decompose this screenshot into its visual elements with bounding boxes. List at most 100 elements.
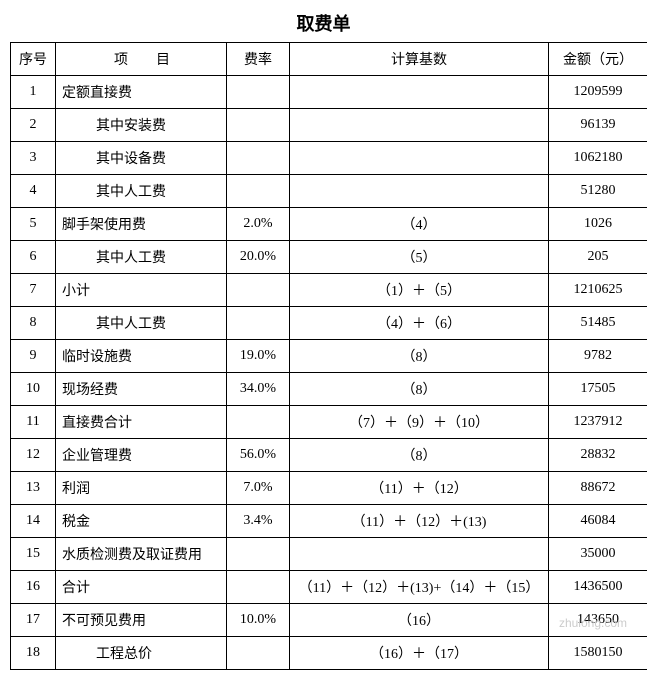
table-row: 4其中人工费51280 — [11, 175, 647, 208]
header-rate: 费率 — [227, 43, 290, 76]
cell-seq: 16 — [11, 571, 56, 604]
cell-item: 其中设备费 — [56, 142, 227, 175]
cell-basis: （5） — [290, 241, 549, 274]
cell-item: 其中安装费 — [56, 109, 227, 142]
cell-seq: 7 — [11, 274, 56, 307]
cell-rate: 2.0% — [227, 208, 290, 241]
cell-amount: 9782 — [549, 340, 647, 373]
table-row: 12企业管理费56.0%（8）28832 — [11, 439, 647, 472]
cell-item: 直接费合计 — [56, 406, 227, 439]
table-row: 18工程总价（16）＋（17）1580150 — [11, 637, 647, 670]
cell-basis: （11）＋（12）＋(13) — [290, 505, 549, 538]
table-row: 16合计（11）＋（12）＋(13)+（14）＋（15）1436500 — [11, 571, 647, 604]
cell-seq: 1 — [11, 76, 56, 109]
cell-rate — [227, 175, 290, 208]
cell-item: 其中人工费 — [56, 175, 227, 208]
cell-item: 小计 — [56, 274, 227, 307]
table-row: 5脚手架使用费2.0%（4）1026 — [11, 208, 647, 241]
cell-amount: 17505 — [549, 373, 647, 406]
table-row: 17不可预见费用10.0%（16）143650 — [11, 604, 647, 637]
table-row: 15水质检测费及取证费用 35000 — [11, 538, 647, 571]
cell-rate — [227, 571, 290, 604]
cell-basis: （4）＋（6） — [290, 307, 549, 340]
cell-seq: 5 — [11, 208, 56, 241]
cell-rate: 20.0% — [227, 241, 290, 274]
table-row: 7小计 （1）＋（5）1210625 — [11, 274, 647, 307]
cell-item: 其中人工费 — [56, 307, 227, 340]
cell-seq: 12 — [11, 439, 56, 472]
cell-basis — [290, 76, 549, 109]
cell-amount: 1580150 — [549, 637, 647, 670]
table-row: 3其中设备费 1062180 — [11, 142, 647, 175]
cell-seq: 15 — [11, 538, 56, 571]
cell-amount: 1026 — [549, 208, 647, 241]
table-row: 14税金3.4%（11）＋（12）＋(13)46084 — [11, 505, 647, 538]
cell-basis — [290, 109, 549, 142]
table-row: 1定额直接费1209599 — [11, 76, 647, 109]
cell-basis: （4） — [290, 208, 549, 241]
cell-basis: （16） — [290, 604, 549, 637]
cell-rate — [227, 406, 290, 439]
cell-item: 合计 — [56, 571, 227, 604]
cell-rate — [227, 307, 290, 340]
cell-rate: 19.0% — [227, 340, 290, 373]
cell-basis: （8） — [290, 439, 549, 472]
header-seq: 序号 — [11, 43, 56, 76]
cell-basis: （11）＋（12） — [290, 472, 549, 505]
table-row: 2其中安装费 96139 — [11, 109, 647, 142]
cell-rate: 10.0% — [227, 604, 290, 637]
cell-basis: （11）＋（12）＋(13)+（14）＋（15） — [290, 571, 549, 604]
cell-basis — [290, 538, 549, 571]
cell-item: 企业管理费 — [56, 439, 227, 472]
cell-rate: 3.4% — [227, 505, 290, 538]
cell-seq: 11 — [11, 406, 56, 439]
cell-seq: 17 — [11, 604, 56, 637]
cell-seq: 3 — [11, 142, 56, 175]
cell-rate — [227, 109, 290, 142]
cell-item: 利润 — [56, 472, 227, 505]
cell-rate — [227, 142, 290, 175]
cell-rate — [227, 637, 290, 670]
cell-item: 临时设施费 — [56, 340, 227, 373]
cell-basis: （16）＋（17） — [290, 637, 549, 670]
cell-amount: 1237912 — [549, 406, 647, 439]
header-item: 项 目 — [56, 43, 227, 76]
cell-amount: 1062180 — [549, 142, 647, 175]
table-row: 8其中人工费（4）＋（6）51485 — [11, 307, 647, 340]
header-basis: 计算基数 — [290, 43, 549, 76]
cell-basis: （8） — [290, 340, 549, 373]
cell-amount: 205 — [549, 241, 647, 274]
table-row: 10现场经费34.0%（8）17505 — [11, 373, 647, 406]
cell-rate: 56.0% — [227, 439, 290, 472]
cell-seq: 10 — [11, 373, 56, 406]
header-amount: 金额（元） — [549, 43, 647, 76]
cell-amount: 35000 — [549, 538, 647, 571]
cell-seq: 6 — [11, 241, 56, 274]
cell-amount: 96139 — [549, 109, 647, 142]
cell-item: 其中人工费 — [56, 241, 227, 274]
table-row: 9临时设施费19.0%（8）9782 — [11, 340, 647, 373]
cell-rate: 7.0% — [227, 472, 290, 505]
table-row: 13利润7.0%（11）＋（12）88672 — [11, 472, 647, 505]
page-title: 取费单 — [10, 10, 637, 36]
cell-item: 不可预见费用 — [56, 604, 227, 637]
cell-seq: 18 — [11, 637, 56, 670]
table-row: 6其中人工费20.0%（5）205 — [11, 241, 647, 274]
cell-basis: （1）＋（5） — [290, 274, 549, 307]
cell-basis: （7）＋（9）＋（10） — [290, 406, 549, 439]
cell-seq: 8 — [11, 307, 56, 340]
cell-item: 脚手架使用费 — [56, 208, 227, 241]
cell-rate — [227, 538, 290, 571]
fee-table: 序号 项 目 费率 计算基数 金额（元） 1定额直接费12095992其中安装费… — [10, 42, 647, 670]
cell-seq: 2 — [11, 109, 56, 142]
cell-basis: （8） — [290, 373, 549, 406]
cell-amount: 28832 — [549, 439, 647, 472]
cell-rate: 34.0% — [227, 373, 290, 406]
cell-amount: 46084 — [549, 505, 647, 538]
cell-amount: 88672 — [549, 472, 647, 505]
cell-basis — [290, 142, 549, 175]
cell-item: 水质检测费及取证费用 — [56, 538, 227, 571]
cell-amount: 1209599 — [549, 76, 647, 109]
cell-amount: 1210625 — [549, 274, 647, 307]
cell-seq: 4 — [11, 175, 56, 208]
